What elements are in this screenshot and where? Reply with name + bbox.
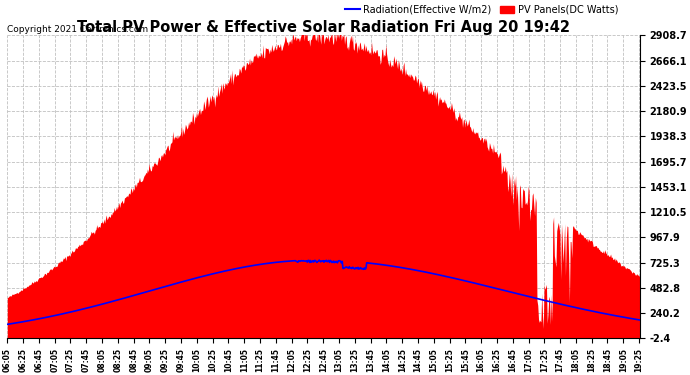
Legend: Radiation(Effective W/m2), PV Panels(DC Watts): Radiation(Effective W/m2), PV Panels(DC … <box>341 1 622 19</box>
Title: Total PV Power & Effective Solar Radiation Fri Aug 20 19:42: Total PV Power & Effective Solar Radiati… <box>77 21 570 36</box>
Text: Copyright 2021 Cartronics.com: Copyright 2021 Cartronics.com <box>7 25 148 34</box>
